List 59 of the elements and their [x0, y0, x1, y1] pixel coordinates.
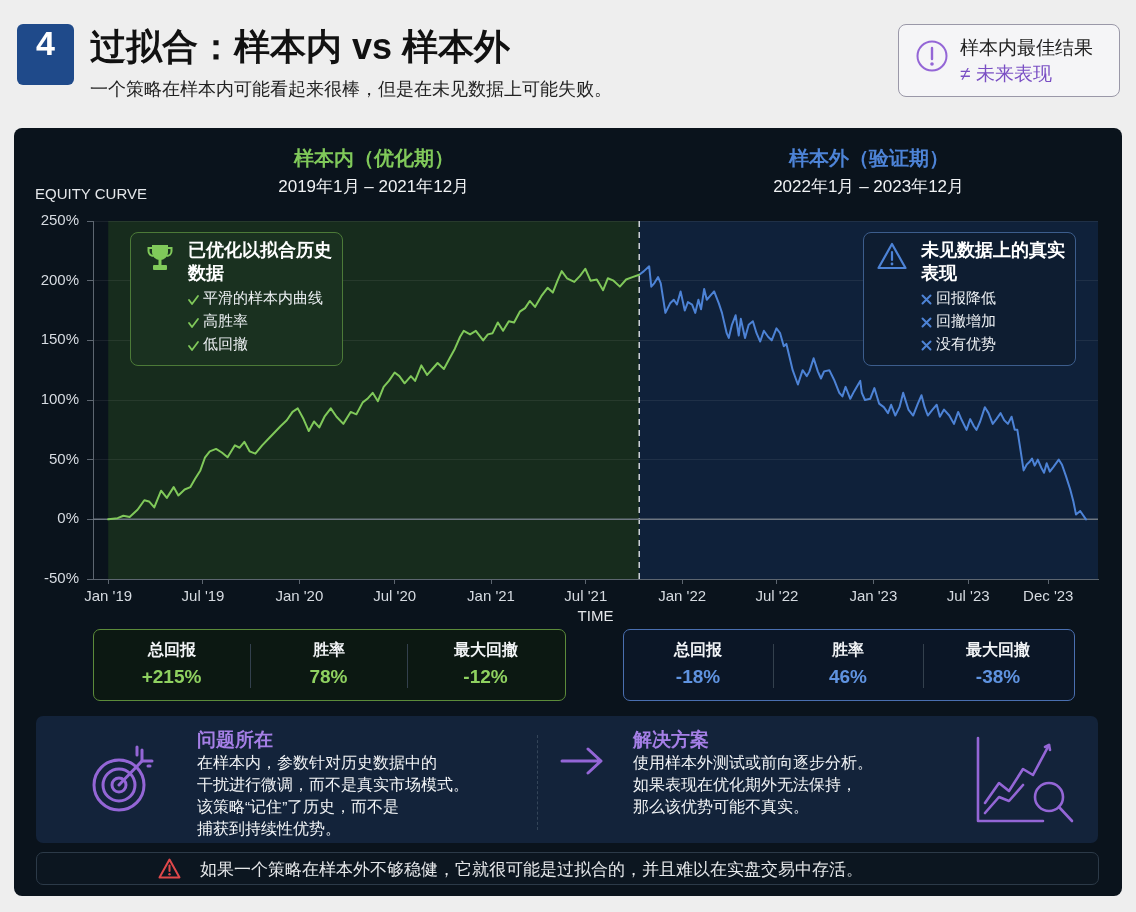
- band-label: 样本内（优化期）: [293, 146, 454, 171]
- x-tick-label: Jan '19: [84, 587, 133, 605]
- x-axis-title: TIME: [577, 607, 614, 624]
- text: 那么该优势可能不真实。: [633, 797, 809, 817]
- text: 2019年1月 – 2021年12月: [278, 176, 470, 198]
- y-tick-label: 200%: [40, 270, 79, 288]
- x-tick-label: Jul '22: [755, 587, 799, 605]
- text: 捕获到持续性优势。: [197, 819, 341, 839]
- text: -12%: [463, 666, 508, 688]
- x-tick-label: Jul '23: [946, 587, 990, 605]
- band-label: 样本外（验证期）: [788, 146, 949, 171]
- x-tick-label: Jul '20: [373, 587, 417, 605]
- y-tick-label: 50%: [48, 449, 79, 467]
- text: 解决方案: [633, 728, 709, 752]
- text: 总回报: [674, 640, 722, 660]
- annotation: 没有优势: [936, 335, 996, 354]
- text: 如果一个策略在样本外不够稳健，它就很可能是过拟合的，并且难以在实盘交易中存活。: [200, 859, 863, 881]
- text: 4: [35, 24, 56, 63]
- text: 46%: [828, 666, 868, 688]
- y-tick-label: 250%: [40, 211, 79, 229]
- text: ≠ 未来表现: [960, 62, 1052, 86]
- text: 胜率: [312, 640, 345, 660]
- y-tick-label: 100%: [40, 390, 79, 408]
- text: 在样本内，参数针对历史数据中的: [197, 753, 437, 773]
- y-axis-title: EQUITY CURVE: [35, 185, 147, 202]
- x-tick-label: Jan '20: [275, 587, 324, 605]
- text: 最大回撤: [453, 640, 518, 660]
- text: 该策略“记住”了历史，而不是: [197, 797, 400, 817]
- y-tick-label: 150%: [40, 330, 79, 348]
- x-tick-label: Dec '23: [1023, 587, 1074, 605]
- annotation: 平滑的样本内曲线: [203, 289, 323, 308]
- annotation: 回撤增加: [936, 312, 996, 331]
- x-tick-label: Jan '22: [658, 587, 707, 605]
- chart-title: 过拟合：样本内 vs 样本外: [90, 25, 511, 69]
- annotation: 未见数据上的真实表现: [921, 239, 1066, 285]
- x-tick-label: Jan '23: [849, 587, 898, 605]
- text: 使用样本外测试或前向逐步分析。: [633, 753, 873, 773]
- text: -38%: [975, 666, 1021, 688]
- text: 干扰进行微调，而不是真实市场模式。: [197, 775, 469, 795]
- x-tick-label: Jul '19: [181, 587, 225, 605]
- y-tick-label: -50%: [43, 569, 79, 587]
- text: 样本内最佳结果: [960, 36, 1093, 60]
- text: 最大回撤: [966, 640, 1030, 660]
- text: 问题所在: [197, 728, 273, 752]
- x-tick-label: Jan '21: [467, 587, 515, 605]
- text: 如果表现在优化期外无法保持，: [633, 775, 857, 795]
- text: +215%: [141, 666, 202, 688]
- annotation: 回报降低: [936, 289, 996, 308]
- y-tick-label: 0%: [57, 509, 79, 527]
- text: 胜率: [832, 640, 864, 660]
- annotation: 已优化以拟合历史数据: [188, 239, 333, 285]
- text: 2022年1月 – 2023年12月: [773, 176, 965, 198]
- chart-subtitle: 一个策略在样本内可能看起来很棒，但是在未见数据上可能失败。: [90, 78, 612, 101]
- annotation: 低回撤: [203, 335, 248, 354]
- annotation: 高胜率: [203, 312, 248, 331]
- text: 总回报: [147, 640, 196, 660]
- text: -18%: [675, 666, 721, 688]
- x-tick-label: Jul '21: [564, 587, 608, 605]
- text: 78%: [309, 666, 348, 688]
